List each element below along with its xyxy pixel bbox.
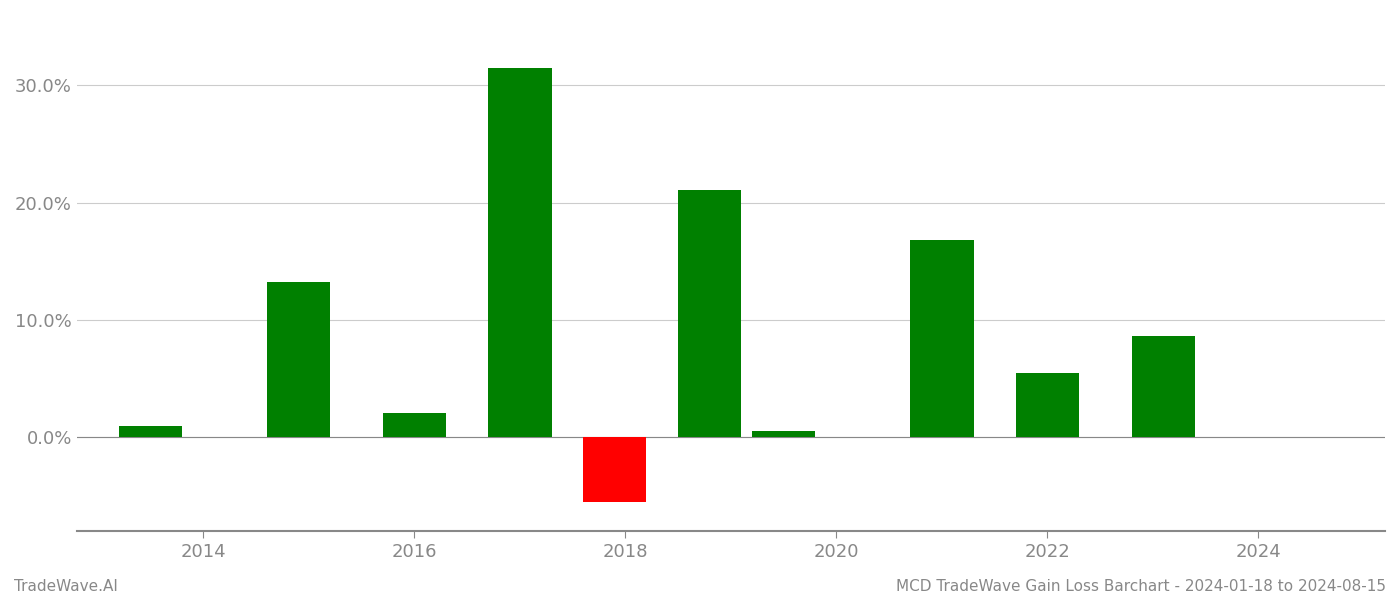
Text: MCD TradeWave Gain Loss Barchart - 2024-01-18 to 2024-08-15: MCD TradeWave Gain Loss Barchart - 2024-… [896, 579, 1386, 594]
Bar [382, 413, 447, 437]
Bar [584, 437, 647, 502]
Bar [119, 425, 182, 437]
Bar [1016, 373, 1079, 437]
Bar [910, 240, 973, 437]
Bar [752, 431, 815, 437]
Bar [266, 283, 330, 437]
Bar [678, 190, 742, 437]
Text: TradeWave.AI: TradeWave.AI [14, 579, 118, 594]
Bar [489, 68, 552, 437]
Bar [1131, 337, 1196, 437]
